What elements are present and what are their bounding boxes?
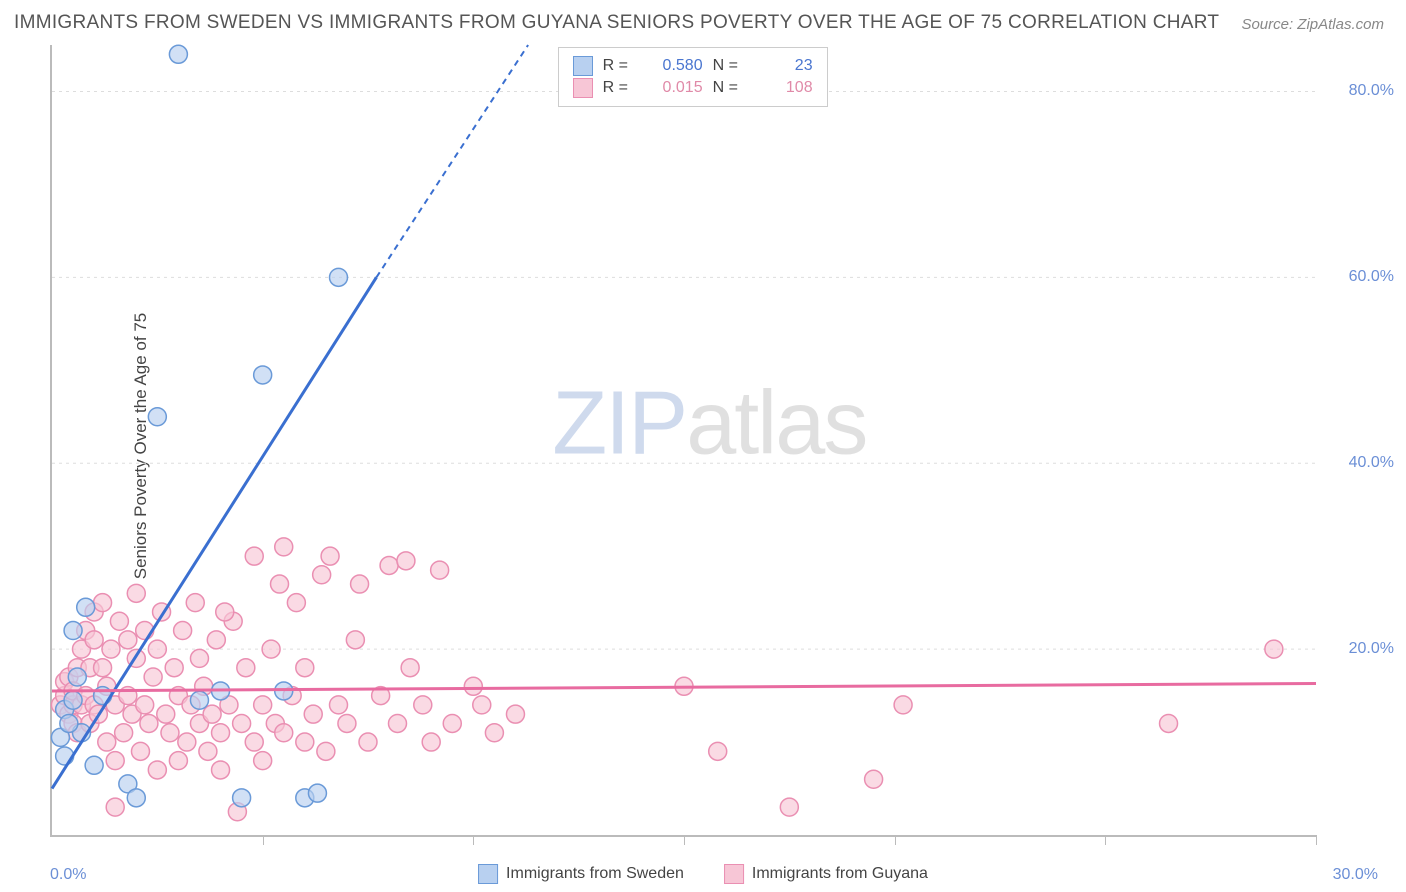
x-tick — [1105, 835, 1106, 845]
source-attribution: Source: ZipAtlas.com — [1241, 16, 1384, 33]
x-axis-min-label: 0.0% — [50, 866, 86, 884]
stats-row-guyana: R = 0.015 N = 108 — [573, 78, 813, 98]
x-axis-max-label: 30.0% — [1333, 866, 1378, 884]
chart-title: IMMIGRANTS FROM SWEDEN VS IMMIGRANTS FRO… — [14, 12, 1219, 34]
y-tick-label: 40.0% — [1349, 454, 1394, 472]
x-tick — [1316, 835, 1317, 845]
legend-label: Immigrants from Guyana — [752, 865, 928, 883]
legend-item-guyana: Immigrants from Guyana — [724, 864, 928, 884]
y-tick-label: 20.0% — [1349, 640, 1394, 658]
legend-label: Immigrants from Sweden — [506, 865, 684, 883]
y-tick-label: 60.0% — [1349, 268, 1394, 286]
swatch-guyana — [573, 78, 593, 98]
y-tick-label: 80.0% — [1349, 82, 1394, 100]
correlation-stats-box: R = 0.580 N = 23 R = 0.015 N = 108 — [558, 47, 828, 107]
swatch-guyana-legend — [724, 864, 744, 884]
scatter-plot-svg — [52, 45, 1316, 835]
stats-row-sweden: R = 0.580 N = 23 — [573, 56, 813, 76]
legend-item-sweden: Immigrants from Sweden — [478, 864, 684, 884]
x-tick — [684, 835, 685, 845]
x-tick — [895, 835, 896, 845]
swatch-sweden-legend — [478, 864, 498, 884]
plot-area: ZIPatlas R = 0.580 N = 23 R = 0.015 N = … — [50, 45, 1316, 837]
x-tick — [263, 835, 264, 845]
x-tick — [473, 835, 474, 845]
chart-container: IMMIGRANTS FROM SWEDEN VS IMMIGRANTS FRO… — [0, 0, 1406, 892]
swatch-sweden — [573, 56, 593, 76]
legend: Immigrants from Sweden Immigrants from G… — [478, 864, 928, 884]
